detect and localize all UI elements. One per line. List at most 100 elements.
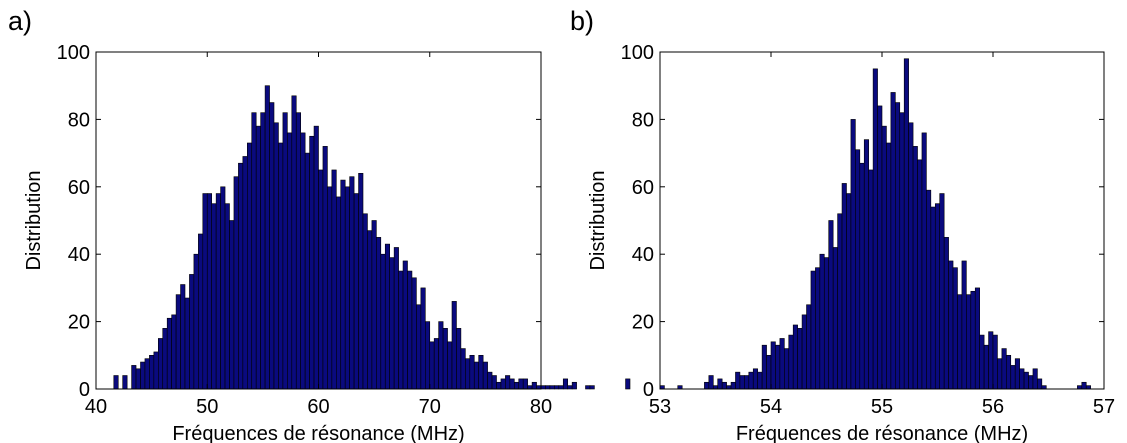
histogram-bar [562,378,568,390]
histogram-bar [970,290,976,390]
histogram-bar [567,385,573,390]
x-tick-label: 57 [1093,396,1115,418]
histogram-bar [549,385,555,390]
histogram-bar [1001,348,1007,390]
histogram-bar [291,95,297,390]
y-tick-label: 20 [68,312,90,334]
histogram-bar [518,378,524,390]
histogram-bar [282,112,288,390]
histogram-bar [779,338,785,390]
x-tick-label: 60 [307,396,329,418]
x-tick-label: 50 [196,396,218,418]
histogram-bar [220,186,226,390]
histogram-bar [487,371,493,390]
y-tick-label: 20 [632,312,654,334]
x-axis-label: Fréquences de résonance (MHz) [736,423,1028,443]
histogram-bar [522,378,528,390]
histogram-bar [416,304,422,390]
histogram-bar [957,294,963,390]
histogram-bar [797,328,803,390]
histogram-bar [531,381,537,390]
histogram-bar [473,361,479,390]
histogram-bar [287,132,293,390]
histogram-bar [500,378,506,390]
histogram-bar [362,213,368,390]
histogram-bar [122,375,128,390]
histogram-bar [402,260,408,390]
histogram-bar [273,122,279,390]
histogram-bar [890,92,896,390]
histogram-bar [908,122,914,390]
histogram-bar [478,354,484,390]
y-tick-label: 80 [632,109,654,131]
histogram-bar [376,237,382,390]
histogram-bar [113,375,119,390]
histogram-bar [912,146,918,390]
histogram-bar [1085,385,1091,390]
histogram-bar [1032,368,1038,390]
histogram-bar [903,58,909,390]
histogram-bar [801,314,807,390]
histogram-bar [841,183,847,390]
histogram-bar [398,270,404,390]
histogram-bar [469,354,475,390]
histogram-bar [832,247,838,390]
histogram-bar [983,344,989,390]
histogram-bars [659,58,1091,390]
y-tick-label: 100 [621,42,654,64]
histogram-bar [589,385,595,390]
histogram-bar [886,142,892,390]
histogram-bar [255,125,261,390]
histogram-bar [881,125,887,390]
histogram-bar [175,294,181,390]
histogram-bar [393,247,399,390]
histogram-bar [215,193,221,390]
histogram-bar [775,344,781,390]
x-tick-label: 80 [530,396,552,418]
histogram-bar [211,203,217,390]
histogram-bar [659,385,665,390]
histogram-bar [162,328,168,390]
histogram-bar [752,368,758,390]
histogram-bar [322,146,328,390]
y-tick-label: 40 [68,244,90,266]
histogram-bar [704,381,710,390]
histogram-bar [318,169,324,390]
x-tick-label: 40 [85,396,107,418]
histogram-bar [837,213,843,390]
histogram-bar [300,132,306,390]
histogram-bar [810,270,816,390]
histogram-bar [433,338,439,390]
histogram-bar [180,284,186,390]
histogram-bar [828,220,834,390]
histogram-bar [247,142,253,390]
histogram-bar [456,328,462,390]
histogram-bar [295,112,301,390]
histogram-bar [966,294,972,390]
histogram-bar [367,230,373,390]
panel-b: b) 0 20 40 60 80 100 53 54 55 56 57 Distribution Fréq… [570,6,1115,443]
histogram-bar [677,385,683,390]
histogram-bar [429,341,435,390]
histogram-bar [238,162,244,390]
histogram-bar [806,304,812,390]
histogram-bar [527,385,533,390]
x-tick-label: 53 [649,396,671,418]
y-tick-label: 60 [68,177,90,199]
histogram-bar [770,341,776,390]
histogram-bar [917,159,923,390]
histogram-bar [895,102,901,390]
histogram-bar [224,203,230,390]
histogram-bar [748,371,754,390]
histogram-bar [384,243,390,390]
histogram-bar [735,371,741,390]
histogram-bar [974,287,980,390]
histogram-bar [855,149,861,390]
histogram-bar [846,193,852,390]
histogram-bar [721,381,727,390]
histogram-bar [482,361,488,390]
histogram-bar [1019,368,1025,390]
histogram-bar [571,381,577,390]
histogram-bar [863,139,869,390]
histogram-bar [424,321,431,390]
